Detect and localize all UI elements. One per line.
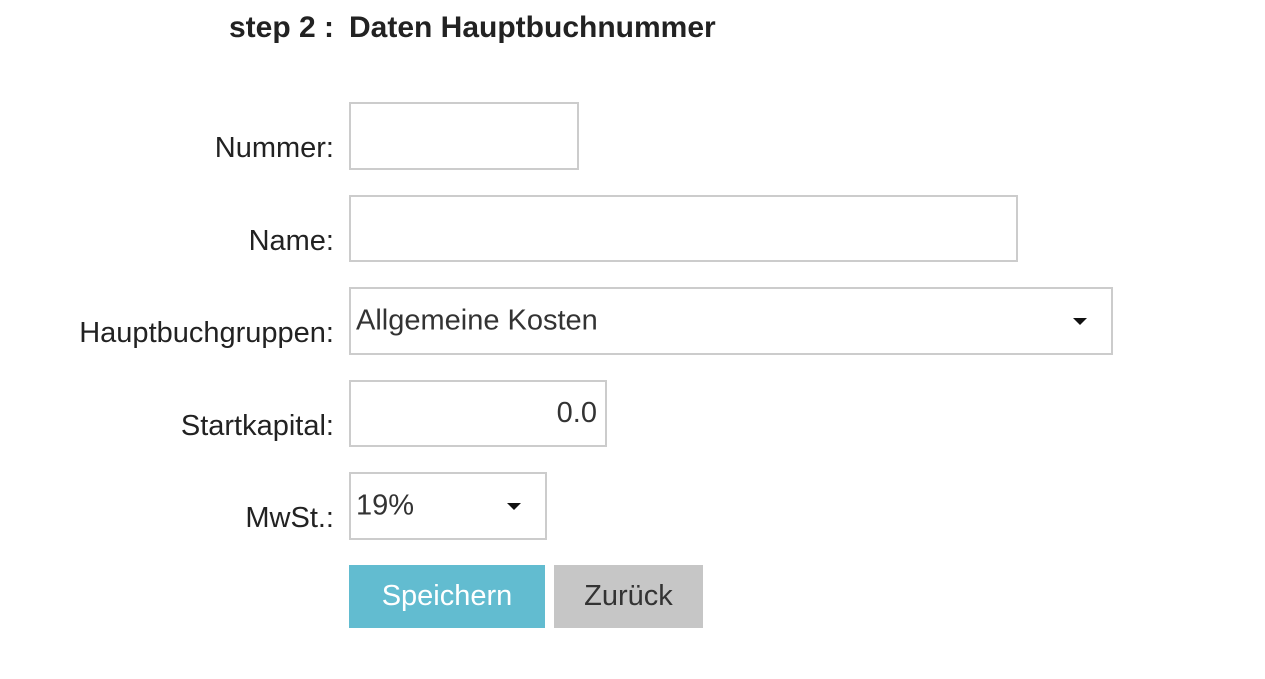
save-button[interactable]: Speichern: [349, 565, 545, 628]
step-label: step 2 :: [228, 11, 334, 44]
mwst-select[interactable]: 19%: [349, 472, 547, 540]
back-button[interactable]: Zurück: [554, 565, 703, 628]
startkapital-label: Startkapital:: [180, 410, 334, 442]
hauptbuchgruppen-selected: Allgemeine Kosten: [356, 304, 598, 337]
nummer-input[interactable]: [351, 104, 577, 168]
startkapital-field[interactable]: [349, 380, 607, 447]
name-field[interactable]: [349, 195, 1018, 262]
mwst-selected: 19%: [356, 489, 415, 522]
page-title: Daten Hauptbuchnummer: [349, 11, 716, 44]
name-label: Name:: [248, 225, 334, 257]
nummer-field[interactable]: [349, 102, 579, 170]
chevron-down-icon: [1073, 318, 1087, 325]
startkapital-input[interactable]: [351, 382, 605, 445]
hauptbuchgruppen-label: Hauptbuchgruppen:: [79, 317, 334, 349]
name-input[interactable]: [351, 197, 1016, 260]
chevron-down-icon: [507, 503, 521, 510]
mwst-label: MwSt.:: [245, 502, 334, 534]
hauptbuchgruppen-select[interactable]: Allgemeine Kosten: [349, 287, 1113, 355]
nummer-label: Nummer:: [214, 132, 334, 164]
